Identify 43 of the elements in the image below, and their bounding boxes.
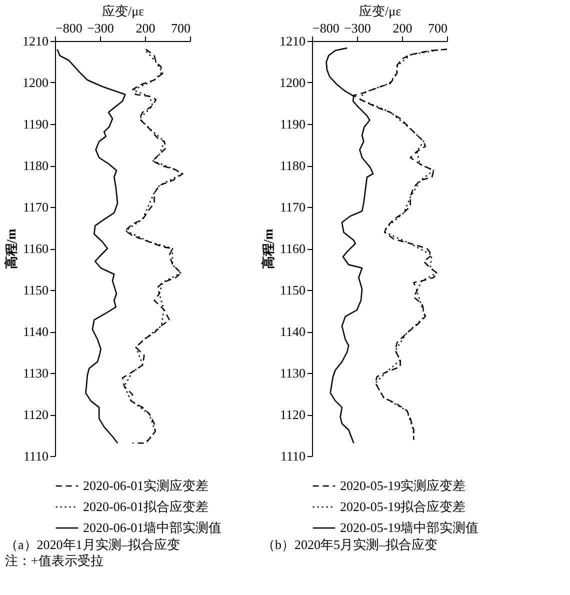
y-tick-label: 1180 bbox=[280, 158, 306, 173]
text: （b）2020年5月实测–拟合应变 bbox=[262, 537, 438, 552]
y-tick-label: 1160 bbox=[22, 241, 48, 256]
legend-label: 2020-05-19拟合应变差 bbox=[340, 499, 466, 514]
x-tick-label: −800 bbox=[312, 20, 340, 36]
legend-label: 2020-05-19实测应变差 bbox=[340, 478, 466, 493]
text: 注：+值表示受拉 bbox=[5, 553, 104, 568]
y-tick-label: 1110 bbox=[23, 448, 48, 464]
y-tick-label: 1110 bbox=[280, 448, 306, 464]
y-tick-label: 1200 bbox=[280, 75, 306, 90]
y-tick-label: 1120 bbox=[280, 407, 306, 422]
y-tick-label: 1150 bbox=[22, 282, 48, 298]
y-tick-label: 1130 bbox=[280, 366, 306, 380]
y-tick-label: 1170 bbox=[22, 200, 48, 214]
y-tick-label: 1140 bbox=[22, 324, 48, 339]
y-tick-label: 1120 bbox=[22, 407, 48, 422]
y-tick-label: 1190 bbox=[22, 116, 48, 132]
x-tick-label: −800 bbox=[56, 20, 82, 36]
y-tick-label: 1200 bbox=[22, 75, 48, 90]
x-tick-label: 700 bbox=[428, 20, 448, 36]
y-tick-label: 1160 bbox=[280, 241, 306, 256]
y-tick-label: 1140 bbox=[280, 324, 306, 339]
x-axis-title: 应变/με bbox=[358, 4, 402, 18]
x-tick-label: 700 bbox=[171, 20, 190, 36]
x-tick-label: 200 bbox=[392, 20, 412, 36]
y-tick-label: 1180 bbox=[22, 158, 48, 173]
y-tick-label: 1170 bbox=[280, 200, 306, 214]
y-tick-label: 1150 bbox=[280, 282, 306, 298]
text: （a）2020年1月实测–拟合应变 bbox=[5, 537, 180, 552]
y-axis-title: 高程/m bbox=[260, 228, 276, 270]
x-tick-label: −300 bbox=[87, 20, 114, 36]
legend-label: 2020-05-19墙中部实测值 bbox=[340, 520, 479, 535]
legend-label: 2020-06-01拟合应变差 bbox=[83, 499, 209, 514]
y-tick-label: 1210 bbox=[22, 34, 48, 48]
y-tick-label: 1210 bbox=[280, 34, 306, 48]
x-tick-label: −300 bbox=[344, 20, 371, 36]
x-tick-label: 200 bbox=[136, 20, 156, 36]
y-tick-label: 1130 bbox=[22, 366, 48, 380]
legend-label: 2020-06-01墙中部实测值 bbox=[83, 520, 222, 535]
legend-label: 2020-06-01实测应变差 bbox=[83, 478, 209, 493]
y-axis-title: 高程/m bbox=[4, 228, 18, 270]
y-tick-label: 1190 bbox=[280, 116, 306, 132]
x-axis-title: 应变/με bbox=[102, 4, 145, 18]
